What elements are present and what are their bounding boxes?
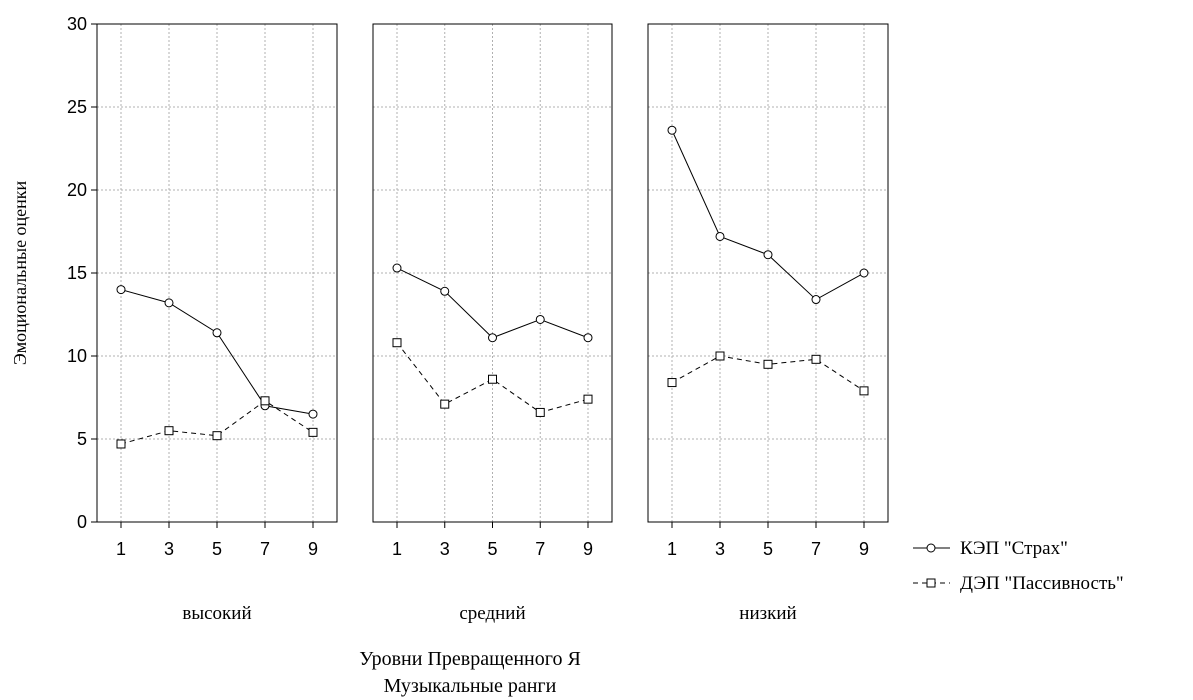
point-circle-0: [667, 125, 677, 135]
x-tick-label-2: 5: [212, 539, 222, 559]
y-tick-label-3: 15: [67, 263, 87, 283]
panel-label: средний: [459, 603, 525, 624]
x-tick-label-0: 1: [116, 539, 126, 559]
point-square-0: [116, 439, 126, 449]
series-line-0: [396, 267, 589, 339]
point-circle-4: [859, 268, 869, 278]
point-square-2: [763, 359, 773, 369]
x-tick-label-1: 3: [164, 539, 174, 559]
point-square-3: [260, 396, 270, 406]
x-axis-label-line-1: Уровни Превращенного Я: [359, 648, 581, 670]
point-circle-3: [535, 314, 545, 324]
x-tick-label-3: 7: [535, 539, 545, 559]
point-circle-3: [811, 295, 821, 305]
x-axis-label-line-2: Музыкальные ранги: [384, 675, 557, 697]
point-circle-1: [164, 298, 174, 308]
legend: КЭП "Страх" ДЭП "Пассивность": [913, 538, 1124, 594]
point-square-4: [308, 427, 318, 437]
point-circle-4: [308, 409, 318, 419]
x-tick-label-1: 3: [440, 539, 450, 559]
point-circle-2: [488, 333, 497, 343]
point-circle-1: [440, 286, 450, 296]
y-tick-label-1: 5: [77, 429, 87, 449]
x-tick-label-3: 7: [260, 539, 270, 559]
y-tick-label-2: 10: [67, 346, 87, 366]
panel-label: низкий: [739, 603, 796, 624]
point-square-3: [811, 354, 821, 364]
panel-frame: [372, 23, 613, 523]
y-axis-label: Эмоциональные оценки: [10, 180, 30, 365]
chart-panels: 1 3 5 7 9 высокий 1 3 5 7 9 средний 1 3 5 7 9 низкий: [96, 23, 889, 624]
point-square-2: [212, 431, 222, 441]
point-square-0: [667, 378, 677, 388]
point-circle-0: [392, 263, 402, 273]
point-square-1: [164, 426, 174, 436]
point-square-4: [583, 394, 593, 404]
y-axis: 0 5 10 15 20 25 30: [67, 14, 97, 532]
point-square-1: [715, 351, 725, 361]
x-tick-label-3: 7: [811, 539, 821, 559]
legend-label-1: ДЭП "Пассивность": [960, 573, 1124, 594]
panel-frame: [647, 23, 889, 523]
y-tick-label-5: 25: [67, 97, 87, 117]
x-tick-label-4: 9: [308, 539, 318, 559]
series-line-0: [671, 130, 865, 301]
y-tick-label-4: 20: [67, 180, 87, 200]
y-tick-label-0: 0: [77, 512, 87, 532]
y-tick-label-6: 30: [67, 14, 87, 34]
legend-marker-circle: [926, 543, 936, 553]
point-circle-2: [212, 328, 222, 338]
panel-2: 1 3 5 7 9 низкий: [647, 23, 889, 624]
x-tick-label-2: 5: [487, 539, 497, 559]
panel-0: 1 3 5 7 9 высокий: [96, 23, 338, 624]
point-circle-1: [715, 231, 725, 241]
legend-marker-square: [926, 578, 936, 588]
x-tick-label-4: 9: [859, 539, 869, 559]
x-tick-label-4: 9: [583, 539, 593, 559]
point-square-2: [488, 374, 497, 384]
point-circle-0: [116, 285, 126, 295]
point-square-0: [392, 338, 402, 348]
x-tick-label-1: 3: [715, 539, 725, 559]
x-tick-label-2: 5: [763, 539, 773, 559]
point-square-1: [440, 399, 450, 409]
x-tick-label-0: 1: [392, 539, 402, 559]
point-circle-2: [763, 250, 773, 260]
point-square-3: [535, 407, 545, 417]
legend-label-0: КЭП "Страх": [960, 538, 1068, 559]
point-circle-4: [583, 333, 593, 343]
point-square-4: [859, 386, 869, 396]
panel-1: 1 3 5 7 9 средний: [372, 23, 613, 624]
panel-label: высокий: [182, 603, 251, 624]
x-tick-label-0: 1: [667, 539, 677, 559]
